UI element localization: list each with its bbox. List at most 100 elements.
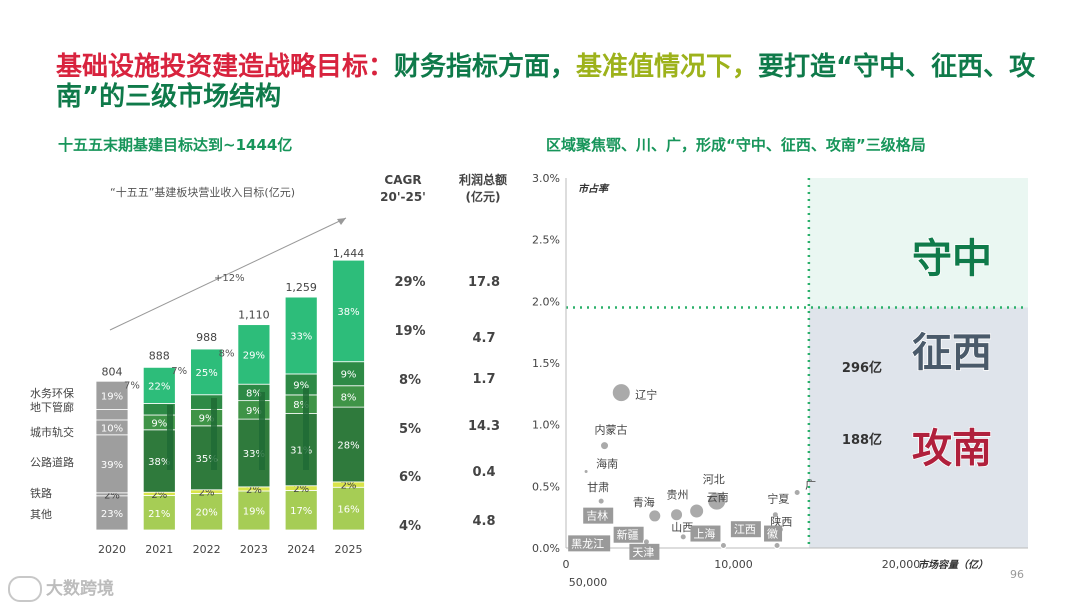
point-label: 宁夏 xyxy=(767,492,789,506)
bar-segment xyxy=(142,366,176,404)
category-label: 地下管廊 xyxy=(30,400,74,414)
growth-arrowhead xyxy=(337,218,346,225)
bar-segment-label: 10% xyxy=(101,423,123,434)
profit-value: 4.8 xyxy=(472,514,495,529)
category-label: 水务环保 xyxy=(30,386,74,400)
x-tick-label: 2024 xyxy=(287,543,315,556)
point-label-box xyxy=(730,521,761,538)
point-label: 上海 xyxy=(693,527,715,541)
cagr-header-years: 20'-25' xyxy=(380,190,426,204)
profit-value: 17.8 xyxy=(468,275,500,290)
watermark-text: 大数跨境 xyxy=(46,579,114,599)
growth-arrow xyxy=(109,217,347,331)
scatter-point xyxy=(689,503,705,519)
category-label: 公路道路 xyxy=(30,455,74,469)
bar-segment-label: 8% xyxy=(293,400,309,411)
page-title: 基础设施投资建造战略目标：财务指标方面，基准值情况下，要打造“守中、征西、攻南”… xyxy=(56,52,1046,112)
y-tick-label: 1.0% xyxy=(532,419,560,432)
x-tick-label: 2021 xyxy=(145,543,173,556)
profit-value: 1.7 xyxy=(472,372,495,387)
bar-segment-label: 2% xyxy=(151,490,167,501)
point-label: 内蒙古 xyxy=(595,423,628,437)
bar-segment-label: 38% xyxy=(337,307,359,318)
x-tick-label: 2022 xyxy=(193,543,221,556)
scatter-point xyxy=(679,533,687,541)
cagr-value: 4% xyxy=(399,519,421,534)
scatter-point xyxy=(793,489,801,496)
scatter-point xyxy=(648,509,662,523)
bar-segment xyxy=(190,493,224,531)
bar-segment xyxy=(284,413,318,487)
bar-segment xyxy=(95,380,129,410)
point-label: 云南 xyxy=(707,491,729,504)
scatter-point xyxy=(670,508,684,522)
bar-segment-label: 31% xyxy=(290,446,312,457)
quadrant-value-gongnan: 188亿 xyxy=(842,432,882,448)
title-part-market: 要打造“守中、征西、攻南”的三级市场结构 xyxy=(56,52,1036,112)
point-label: 河北 xyxy=(703,473,725,486)
title-part-finance: 财务指标方面， xyxy=(394,52,577,82)
bar-outside-label: 8% xyxy=(219,348,235,359)
bar-segment-label: 9% xyxy=(199,414,215,425)
profit-header-unit: (亿元) xyxy=(466,189,501,204)
bar-segment-label: 2% xyxy=(104,490,120,501)
bar-segment xyxy=(332,486,365,531)
bar-segment-label: 23% xyxy=(101,509,123,520)
bar-segment xyxy=(190,348,224,396)
bar-segment-label: 9% xyxy=(151,418,167,429)
bar-segment-label: 8% xyxy=(246,388,262,399)
bar-total-label: 888 xyxy=(149,350,170,363)
title-part-strategy: 基础设施投资建造战略目标： xyxy=(56,52,395,82)
growth-label: +12% xyxy=(214,273,245,284)
bar-segment-label: 2% xyxy=(341,481,357,492)
y-tick-label: 3.0% xyxy=(532,172,560,185)
x-tick-label: 2025 xyxy=(335,543,363,556)
x-tick-label: 20,000 xyxy=(882,558,921,571)
bar-outside-label: 7% xyxy=(171,366,187,377)
scatter-point xyxy=(771,511,779,519)
revenue-bar-chart: “十五五”基建板块营业收入目标(亿元) +12% 23% 2% 39% 10% 19% 804… xyxy=(30,172,507,556)
bar-segment-label: 9% xyxy=(293,380,309,391)
bar-segment-label: 25% xyxy=(195,368,217,379)
cagr-value: 29% xyxy=(394,275,425,290)
point-label: 广 xyxy=(805,479,816,492)
scatter-point xyxy=(707,491,727,511)
point-label: 新疆 xyxy=(617,528,639,542)
bar-segment-label: 28% xyxy=(337,441,359,452)
quadrant-bottom-right xyxy=(808,307,1028,548)
profit-value: 14.3 xyxy=(468,419,500,434)
bar-outside-label: 7% xyxy=(124,381,140,392)
y-tick-label: 2.5% xyxy=(532,234,560,247)
y-axis-label: 市占率 xyxy=(578,183,610,195)
bar-segment-label: 17% xyxy=(290,506,312,517)
point-label: 吉林 xyxy=(586,509,608,523)
quadrant-label-shouzhong: 守中 xyxy=(912,236,992,282)
watermark-logo: 大数跨境 xyxy=(8,574,114,602)
bar-total-label: 1,259 xyxy=(285,281,317,294)
bar-segment xyxy=(332,259,365,363)
x-tick-label: 0 xyxy=(563,558,570,571)
bar-segment-label: 9% xyxy=(246,406,262,417)
cagr-value: 19% xyxy=(394,324,425,339)
bar-segment-label: 19% xyxy=(243,506,265,517)
point-label: 青海 xyxy=(633,495,655,509)
bar-segment xyxy=(284,490,318,531)
bar-total-label: 804 xyxy=(102,365,123,378)
point-label: 甘肃 xyxy=(587,481,609,494)
point-label: 江西 xyxy=(734,523,756,536)
bar-segment-label: 35% xyxy=(195,454,217,465)
cagr-value: 8% xyxy=(399,373,421,388)
scatter-point xyxy=(719,542,727,550)
scatter-point xyxy=(600,441,610,451)
left-chart-title: “十五五”基建板块营业收入目标(亿元) xyxy=(110,185,295,199)
y-tick-label: 1.5% xyxy=(532,357,560,370)
profit-value: 4.7 xyxy=(472,331,495,346)
bar-segment-label: 9% xyxy=(341,370,357,381)
bar-segment xyxy=(142,495,176,531)
bar-total-label: 988 xyxy=(196,331,217,344)
title-part-baseline: 基准值情况下， xyxy=(576,52,759,82)
bar-segment xyxy=(237,324,271,385)
point-label: 天津 xyxy=(632,546,654,559)
point-label: 陕西 xyxy=(770,515,792,529)
decorative-overlay xyxy=(167,388,309,470)
